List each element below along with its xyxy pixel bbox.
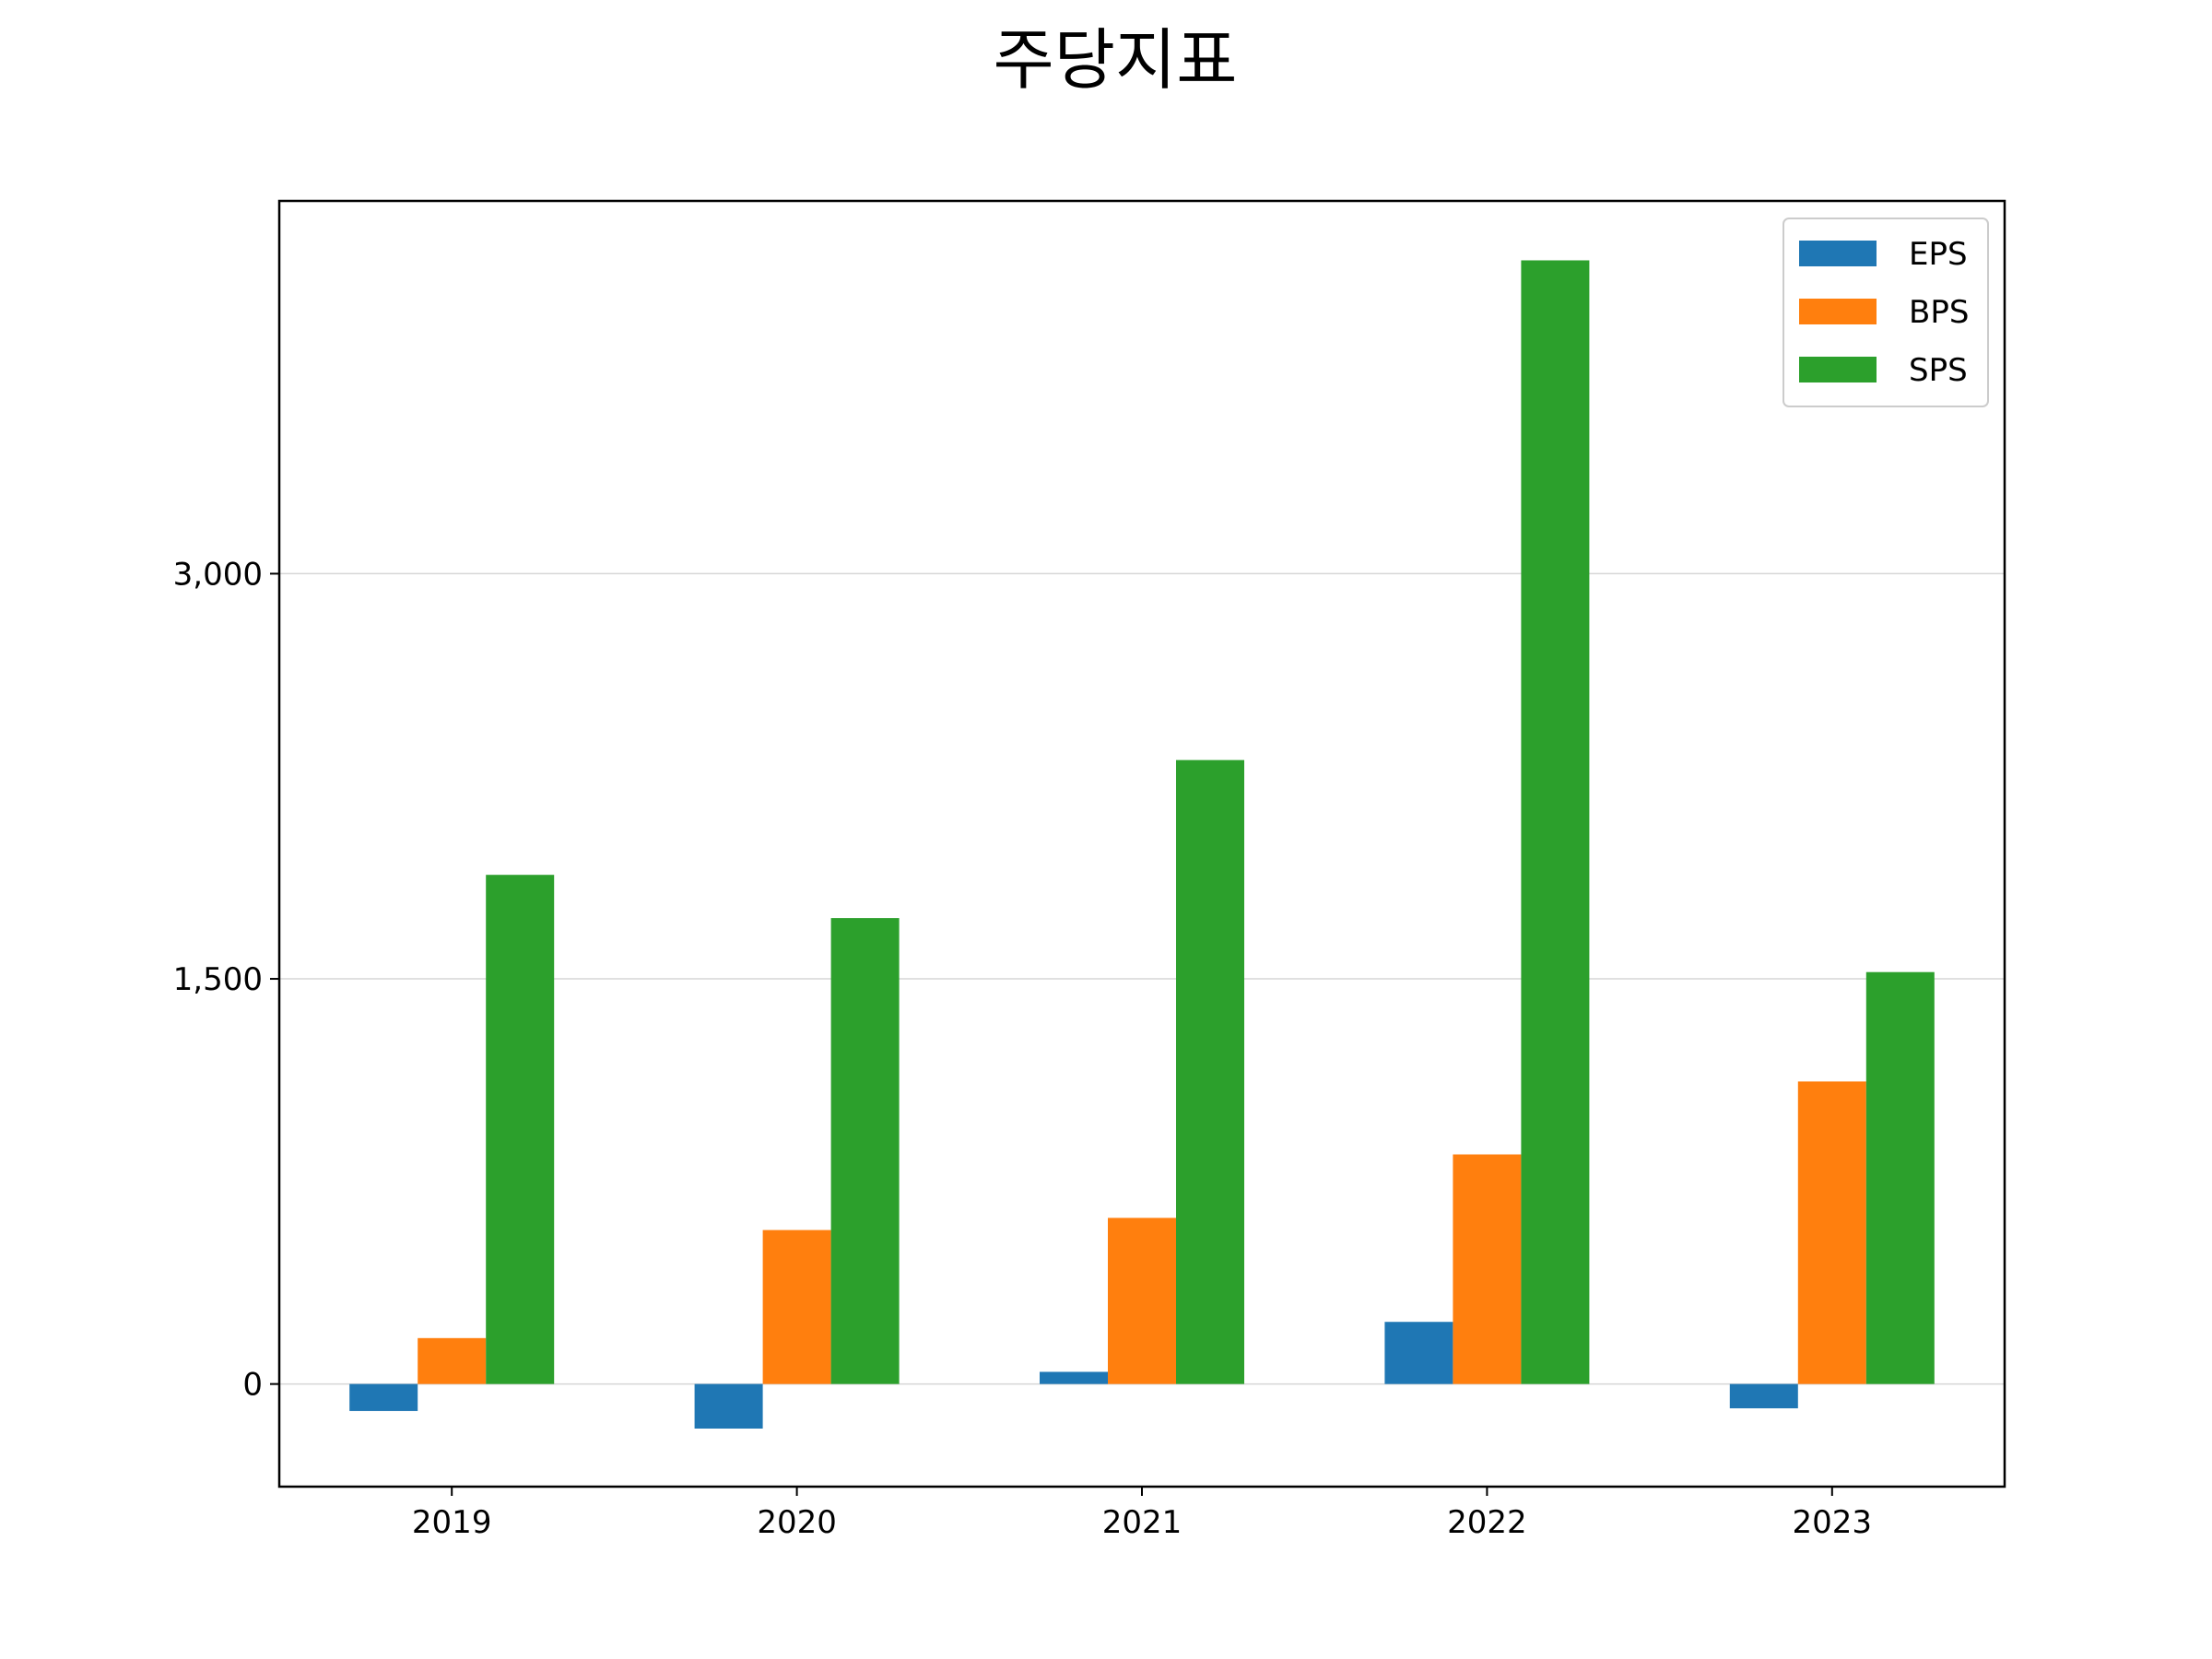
y-tick-label: 1,500 bbox=[173, 961, 263, 998]
x-tick-label: 2022 bbox=[1447, 1504, 1527, 1541]
bar-sps-2020 bbox=[830, 918, 900, 1384]
bar-sps-2023 bbox=[1865, 971, 1935, 1384]
x-tick-label: 2020 bbox=[757, 1504, 837, 1541]
bar-eps-2022 bbox=[1384, 1322, 1453, 1384]
bar-eps-2021 bbox=[1040, 1371, 1108, 1384]
bar-bps-2023 bbox=[1797, 1081, 1866, 1384]
legend-swatch-bps bbox=[1799, 299, 1877, 324]
bar-sps-2022 bbox=[1521, 260, 1590, 1384]
legend-swatch-sps bbox=[1799, 357, 1877, 382]
y-tick-label: 0 bbox=[242, 1367, 263, 1404]
x-axis: 2019 2020 2021 2022 2023 bbox=[412, 1487, 1872, 1541]
bar-bps-2019 bbox=[418, 1337, 487, 1384]
bar-eps-2023 bbox=[1729, 1383, 1798, 1409]
x-tick-label: 2019 bbox=[412, 1504, 492, 1541]
legend: EPS BPS SPS bbox=[1783, 218, 1989, 407]
legend-label-bps: BPS bbox=[1909, 294, 1969, 331]
y-axis: 0 1,500 3,000 bbox=[173, 556, 279, 1404]
bar-bps-2020 bbox=[762, 1230, 831, 1384]
legend-label-sps: SPS bbox=[1909, 352, 1968, 389]
chart-title: 주당지표 bbox=[994, 21, 1238, 99]
bar-eps-2020 bbox=[694, 1383, 763, 1429]
y-tick-label: 3,000 bbox=[173, 556, 263, 593]
x-tick-label: 2021 bbox=[1102, 1504, 1182, 1541]
bars bbox=[349, 260, 1935, 1429]
bar-bps-2022 bbox=[1453, 1154, 1522, 1384]
bar-eps-2019 bbox=[349, 1383, 418, 1411]
bar-sps-2019 bbox=[486, 875, 555, 1384]
bar-sps-2021 bbox=[1176, 759, 1244, 1384]
x-tick-label: 2023 bbox=[1793, 1504, 1873, 1541]
legend-swatch-eps bbox=[1799, 241, 1877, 266]
legend-label-eps: EPS bbox=[1909, 236, 1968, 273]
bar-bps-2021 bbox=[1108, 1218, 1176, 1384]
